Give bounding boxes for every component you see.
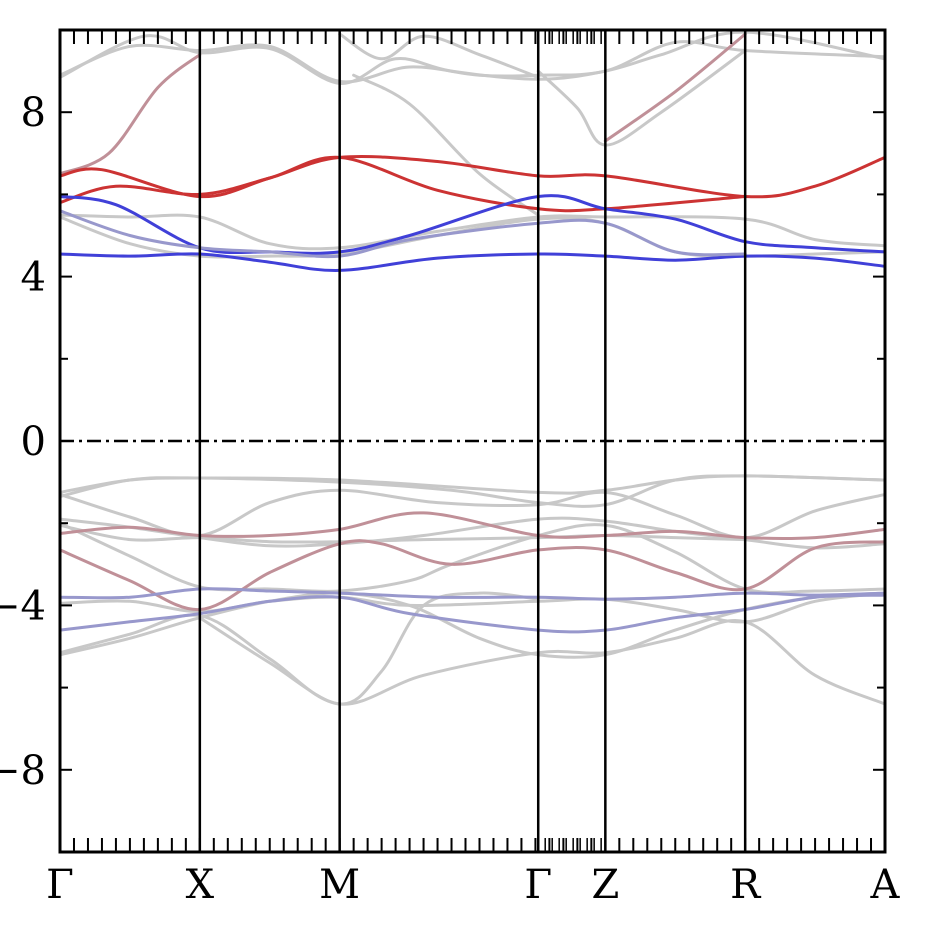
- band-line-8: [58, 155, 747, 213]
- band-line-19: [58, 523, 747, 544]
- band-line-22: [58, 587, 887, 601]
- band-line-13: [58, 209, 747, 259]
- kpoint-label-4: Z: [591, 862, 619, 908]
- band-line-23: [58, 593, 887, 634]
- band-line-15: [58, 474, 887, 508]
- kpoint-label-3: Γ: [524, 862, 552, 908]
- y-tick-label: 8: [21, 90, 46, 136]
- band-line-10: [58, 252, 887, 272]
- kpoint-label-6: A: [870, 862, 901, 908]
- y-tick-label: 4: [21, 255, 46, 301]
- band-line-16: [58, 488, 887, 540]
- kpoint-label-0: Γ: [46, 862, 74, 908]
- band-line-7: [58, 154, 887, 199]
- kpath-lines-layer: [60, 30, 885, 852]
- bands-layer: [58, 30, 887, 706]
- y-tick-labels-layer: −8 −4 0 4 8: [0, 90, 46, 794]
- band-line-5: [58, 53, 202, 176]
- band-line-27: [198, 591, 540, 706]
- kpoint-label-2: M: [319, 862, 360, 908]
- y-tick-label: 0: [21, 419, 46, 465]
- band-line-26: [58, 613, 887, 706]
- band-line-6: [603, 32, 747, 143]
- band-line-11: [58, 213, 887, 251]
- band-line-18: [58, 511, 887, 541]
- band-line-20: [58, 539, 887, 612]
- y-tick-label: −8: [0, 748, 46, 794]
- band-line-4: [536, 49, 747, 147]
- frame-and-ticks-layer: [58, 28, 887, 854]
- kpoint-label-1: X: [186, 862, 215, 908]
- kpoint-label-5: R: [730, 862, 762, 908]
- y-tick-label: −4: [0, 583, 46, 629]
- band-line-3: [352, 73, 540, 217]
